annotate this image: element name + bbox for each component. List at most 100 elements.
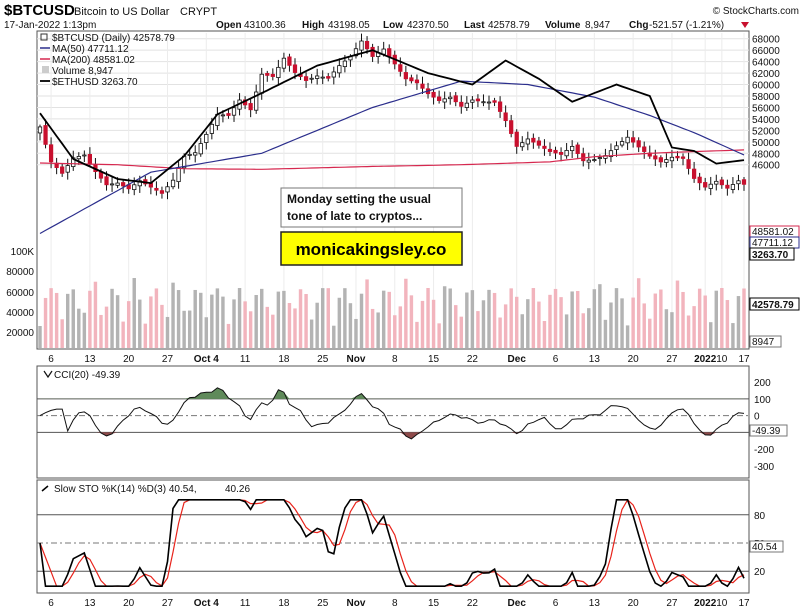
date-tick-label: 10	[716, 354, 728, 365]
volume-bar	[143, 323, 148, 348]
candle-body	[536, 140, 542, 146]
volume-bar	[182, 310, 186, 348]
candle-body	[137, 180, 142, 187]
volume-bar	[498, 317, 502, 348]
volume-bar	[176, 290, 181, 348]
candle-body	[531, 137, 536, 143]
candle-body	[586, 159, 591, 163]
candle-body	[315, 75, 320, 79]
candle-body	[259, 73, 264, 94]
candle-body	[292, 64, 298, 73]
candle-body	[697, 176, 702, 184]
volume-bar	[193, 289, 197, 348]
volume-bar	[110, 288, 114, 348]
candle-body	[725, 184, 730, 189]
eth-overlay-line	[39, 49, 745, 185]
watermark-text: monicakingsley.co	[296, 240, 447, 259]
volume-bar	[481, 300, 486, 348]
candle-body	[82, 154, 87, 157]
candle-body	[48, 144, 54, 163]
candle-body	[209, 123, 214, 134]
cci-badge	[749, 424, 788, 437]
volume-bar	[697, 288, 702, 348]
volume-bar	[210, 294, 214, 348]
date-tick-label: 11	[240, 354, 251, 365]
candle-body	[642, 146, 647, 152]
volume-bar	[631, 297, 635, 348]
volume-bar	[60, 319, 64, 348]
candle-body	[653, 155, 658, 160]
date-tick-label: 6	[48, 598, 54, 609]
cci-positive-fill	[40, 387, 744, 399]
cci-tick-label: -300	[754, 462, 774, 473]
chg-value: -521.57 (-1.21%)	[649, 20, 724, 31]
volume-bar	[636, 278, 641, 348]
sto-badge-text: 40.54	[752, 542, 777, 553]
cci-panel-frame	[36, 365, 750, 479]
legend-ma200: MA(200) 48581.02	[52, 55, 135, 66]
ma200-badge-text: 48581.02	[752, 227, 794, 238]
volume-bar	[570, 291, 574, 348]
volume-bar	[709, 322, 713, 348]
sto-badge	[749, 540, 784, 553]
candle-body	[409, 77, 414, 82]
volume-bar	[43, 297, 48, 348]
volume-bar	[448, 288, 452, 348]
candle-body	[109, 183, 115, 186]
cci-label: CCI(20) -49.39	[54, 370, 121, 381]
date-tick-label: 13	[589, 598, 601, 609]
volume-bar	[49, 288, 53, 348]
volume-bar	[215, 288, 220, 348]
date-tick-label: 6	[48, 354, 54, 365]
volume-bar	[459, 316, 464, 348]
volume-bar	[420, 300, 425, 348]
candle-body	[431, 91, 436, 98]
date-tick-label: 27	[162, 598, 174, 609]
candle-body	[564, 150, 569, 157]
candle-body	[359, 40, 364, 51]
candle-body	[281, 57, 287, 69]
sto-label-d: 40.26	[225, 484, 250, 495]
candle-body	[414, 79, 420, 84]
legend-eth: $ETHUSD 3263.70	[52, 77, 138, 88]
date-tick-label: 6	[553, 354, 559, 365]
symbol-name: Bitcoin to US Dollar	[74, 6, 170, 18]
ma50-badge-text: 47711.12	[752, 238, 793, 249]
volume-tick-label: 20000	[6, 328, 34, 339]
candle-body	[675, 155, 680, 159]
candle-body	[619, 141, 625, 146]
price-tick-label: 62000	[752, 69, 780, 80]
volume-bar	[154, 288, 159, 348]
candle-body	[736, 180, 741, 185]
volume-bar	[476, 311, 480, 348]
candle-body	[353, 48, 359, 57]
candle-body	[614, 145, 619, 151]
volume-bar	[165, 316, 170, 348]
volume-bar	[426, 288, 430, 348]
candle-body	[331, 71, 336, 78]
volume-bar	[587, 308, 591, 348]
candle-body	[65, 165, 70, 173]
high-label: High	[302, 20, 324, 31]
price-tick-label: 54000	[752, 115, 780, 126]
candle-body	[497, 101, 503, 112]
candle-body	[204, 133, 209, 143]
volume-bar	[232, 299, 236, 348]
volume-bar	[282, 290, 286, 348]
cci-tick-label: 200	[754, 378, 771, 389]
candle-body	[592, 159, 597, 161]
volume-badge	[749, 335, 782, 348]
volume-bar	[431, 299, 436, 348]
volume-bar	[54, 292, 59, 348]
date-tick-label: 17	[738, 354, 750, 365]
volume-bar	[171, 282, 175, 348]
volume-bar	[348, 303, 353, 348]
candle-body	[337, 65, 342, 74]
volume-bar	[104, 306, 109, 348]
right-axis-badges: 48581.02 47711.12 3263.70 42578.79 8947	[749, 225, 800, 348]
volume-bar	[681, 291, 685, 348]
candle-body	[664, 159, 669, 163]
volume-bar	[675, 280, 680, 348]
date-tick-label: 27	[162, 354, 174, 365]
volume-bar	[115, 295, 120, 348]
